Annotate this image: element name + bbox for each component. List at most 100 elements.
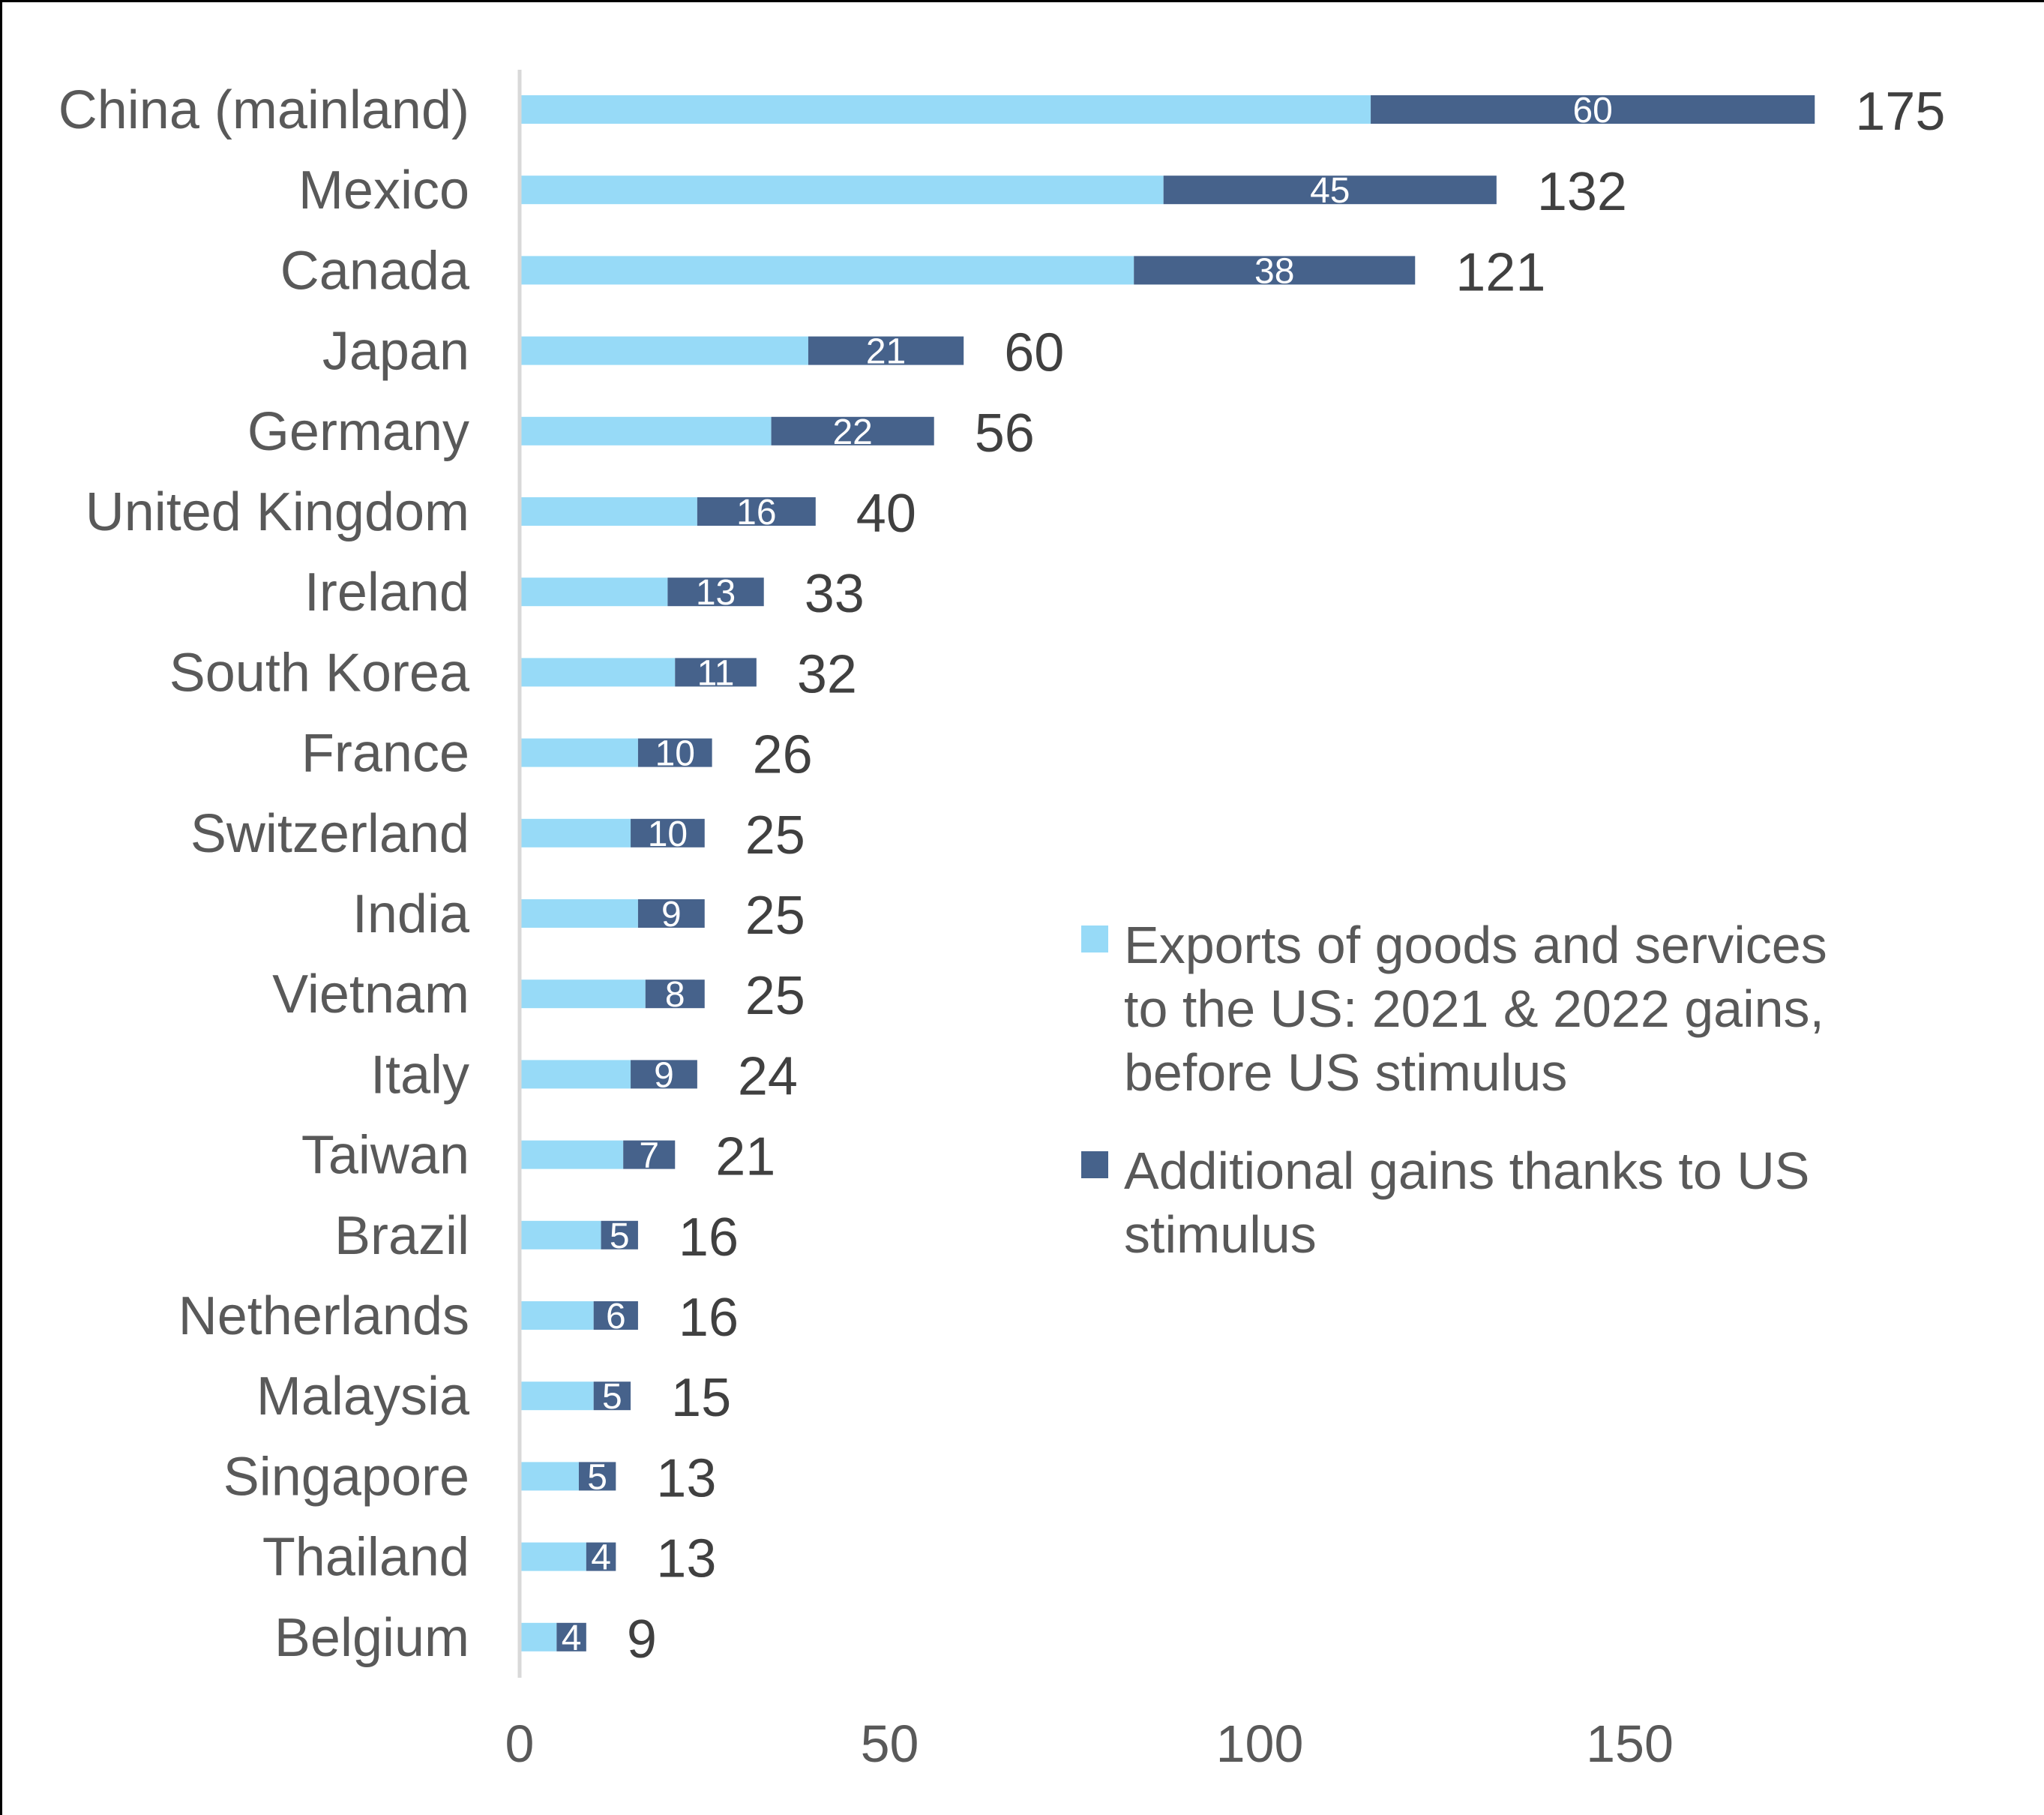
bar-segment-stimulus [556, 1622, 586, 1652]
category-label: Singapore [223, 1447, 469, 1507]
category-labels: China (mainland) Mexico Canada Japan Germany… [58, 80, 470, 1668]
category-label: United Kingdom [85, 482, 469, 542]
category-label: Mexico [298, 160, 469, 220]
bar-segment-stimulus [1371, 95, 1815, 124]
segment-value-label: 4 [562, 1618, 582, 1658]
legend-label-line: stimulus [1124, 1205, 1317, 1264]
bar-segment-stimulus [667, 578, 764, 607]
bar-segment-stimulus [601, 1220, 638, 1250]
category-label: Belgium [274, 1608, 469, 1668]
total-value-label: 25 [745, 886, 805, 946]
legend-swatch-light-blue [1081, 926, 1108, 952]
total-value-label: 26 [753, 725, 813, 785]
segment-value-label: 22 [832, 412, 872, 452]
total-value-label: 175 [1855, 82, 1945, 142]
x-tick-label: 150 [1586, 1714, 1674, 1773]
category-label: Taiwan [301, 1126, 469, 1186]
legend-label-line: to the US: 2021 & 2022 gains, [1124, 980, 1824, 1038]
total-value-label: 13 [656, 1448, 716, 1508]
bar-segment-stimulus [808, 336, 964, 365]
total-value-label: 132 [1537, 162, 1627, 222]
bar-segment-base [520, 1462, 579, 1491]
total-value-label: 60 [1004, 323, 1064, 383]
category-label: Canada [280, 241, 470, 301]
category-label: France [301, 724, 469, 784]
bar-segment-stimulus [637, 899, 705, 928]
bar-segment-base [520, 1382, 594, 1411]
total-value-label: 21 [715, 1127, 775, 1187]
total-value-label: 16 [679, 1208, 739, 1268]
segment-value-label: 38 [1254, 251, 1294, 291]
bar-segment-stimulus [645, 980, 705, 1009]
legend-label-line: Exports of goods and services [1124, 916, 1827, 974]
bar-segment-base [520, 416, 772, 446]
total-value-label: 9 [627, 1610, 657, 1670]
legend-swatch-dark-blue [1081, 1151, 1108, 1178]
segment-value-label: 16 [736, 493, 776, 532]
total-value-label: 15 [671, 1368, 731, 1428]
category-label: Italy [370, 1045, 469, 1105]
x-tick-label: 50 [861, 1714, 919, 1773]
total-value-label: 32 [797, 644, 857, 704]
bar-segment-stimulus [1163, 176, 1497, 205]
total-value-label: 56 [975, 404, 1035, 464]
segment-value-label: 10 [648, 814, 688, 854]
bar-segment-base [520, 899, 638, 928]
bar-segment-stimulus [578, 1462, 616, 1491]
category-label: Japan [322, 322, 469, 382]
bar-segment-stimulus [623, 1140, 676, 1169]
segment-value-label: 60 [1572, 91, 1612, 130]
category-label: Switzerland [190, 804, 469, 864]
bar-segment-base [520, 980, 646, 1009]
segment-value-label: 8 [665, 975, 685, 1015]
total-value-label: 13 [656, 1529, 716, 1589]
category-label: Malaysia [256, 1366, 470, 1426]
bar-segment-stimulus [675, 658, 757, 687]
category-label: Netherlands [178, 1286, 469, 1346]
bar-segment-base [520, 497, 697, 526]
bar-segment-base [520, 1542, 586, 1571]
bar-segment-stimulus [637, 738, 712, 767]
bar-segment-base [520, 578, 668, 607]
bar-segment-base [520, 818, 631, 848]
total-labels: 175 132 121 60 56 40 33 32 26 25 25 25 24 21 16 16 15 13 1… [627, 82, 1946, 1670]
bar-segment-base [520, 336, 808, 365]
category-label: Germany [247, 402, 469, 462]
segment-value-label: 4 [591, 1538, 611, 1578]
bar-segment-base [520, 1220, 601, 1250]
segment-value-label: 9 [661, 895, 682, 934]
category-label: Ireland [304, 562, 469, 622]
legend: Exports of goods and services to the US:… [1081, 914, 1921, 1301]
segment-value-label: 6 [606, 1297, 626, 1336]
category-label: South Korea [169, 643, 470, 703]
segment-value-label: 5 [610, 1216, 630, 1256]
legend-item-stimulus-gains: Additional gains thanks to US stimulus [1081, 1139, 1921, 1267]
category-label: China (mainland) [58, 80, 469, 140]
category-label: Vietnam [272, 964, 469, 1024]
x-tick-label: 100 [1216, 1714, 1304, 1773]
bar-segment-stimulus [593, 1301, 638, 1330]
bar-segment-base [520, 95, 1371, 124]
legend-label-line: Additional gains thanks to US [1124, 1142, 1810, 1200]
bar-segment-base [520, 1140, 624, 1169]
segment-value-label: 13 [696, 573, 736, 613]
bar-segment-base [520, 1301, 594, 1330]
total-value-label: 40 [856, 484, 916, 544]
x-tick-label: 0 [505, 1714, 535, 1773]
bar-segment-stimulus [631, 818, 705, 848]
total-value-label: 24 [738, 1046, 798, 1106]
bar-segment-stimulus [593, 1382, 631, 1411]
segment-value-label: 21 [866, 332, 906, 372]
segment-value-label: 11 [697, 653, 735, 693]
bar-segment-base [520, 1060, 631, 1089]
total-value-label: 25 [745, 966, 805, 1026]
category-label: Thailand [262, 1528, 469, 1588]
total-value-label: 16 [679, 1288, 739, 1348]
total-value-label: 121 [1455, 242, 1545, 302]
bar-segment-base [520, 738, 638, 767]
bar-segment-base [520, 658, 676, 687]
bar-segment-stimulus [631, 1060, 697, 1089]
segment-value-label: 9 [654, 1055, 674, 1095]
